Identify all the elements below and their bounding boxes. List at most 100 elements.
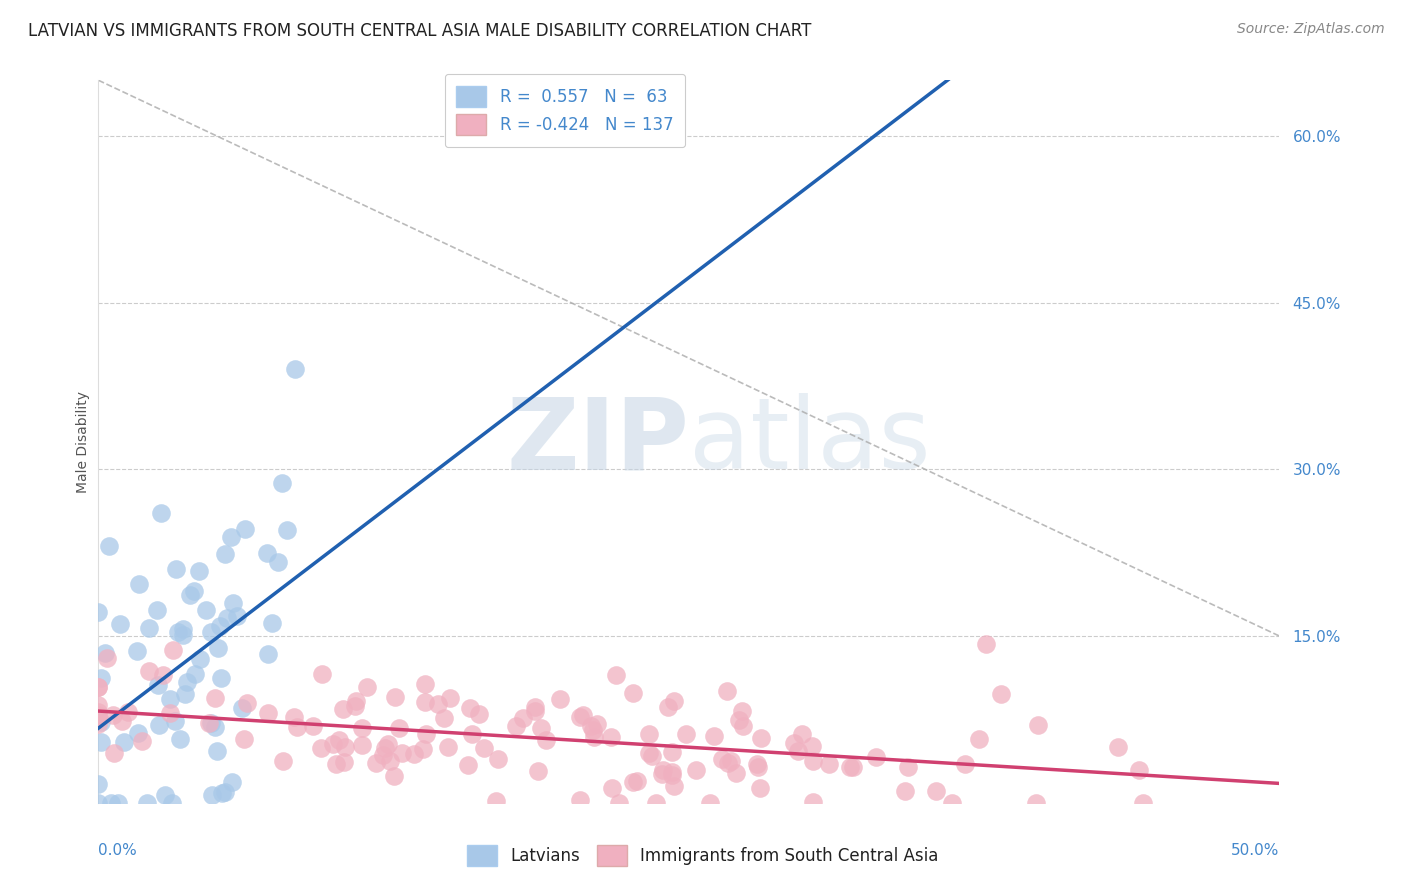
Point: [657, 699, 679, 714]
Point: [730, 704, 752, 718]
Point: [284, 362, 307, 376]
Point: [378, 754, 401, 768]
Point: [374, 740, 396, 755]
Point: [582, 723, 605, 738]
Point: [637, 747, 659, 761]
Point: [505, 719, 527, 733]
Point: [364, 756, 387, 771]
Point: [941, 796, 963, 810]
Text: Source: ZipAtlas.com: Source: ZipAtlas.com: [1237, 22, 1385, 37]
Point: [204, 691, 226, 706]
Point: [172, 628, 194, 642]
Point: [412, 742, 434, 756]
Point: [527, 764, 550, 778]
Point: [439, 690, 461, 705]
Point: [350, 721, 373, 735]
Point: [1026, 718, 1049, 732]
Point: [309, 741, 332, 756]
Point: [747, 760, 769, 774]
Point: [328, 732, 350, 747]
Point: [800, 739, 823, 753]
Point: [1132, 796, 1154, 810]
Point: [787, 744, 810, 758]
Point: [838, 759, 860, 773]
Point: [201, 789, 224, 803]
Point: [703, 729, 725, 743]
Point: [87, 698, 110, 712]
Point: [548, 692, 571, 706]
Point: [87, 680, 110, 694]
Point: [138, 664, 160, 678]
Point: [311, 667, 333, 681]
Point: [146, 603, 169, 617]
Point: [131, 733, 153, 747]
Point: [108, 617, 131, 632]
Point: [188, 651, 211, 665]
Point: [523, 700, 546, 714]
Point: [267, 555, 290, 569]
Point: [894, 784, 917, 798]
Point: [138, 621, 160, 635]
Text: 0.0%: 0.0%: [98, 843, 138, 857]
Point: [302, 719, 325, 733]
Text: LATVIAN VS IMMIGRANTS FROM SOUTH CENTRAL ASIA MALE DISABILITY CORRELATION CHART: LATVIAN VS IMMIGRANTS FROM SOUTH CENTRAL…: [28, 22, 811, 40]
Point: [662, 693, 685, 707]
Point: [98, 540, 121, 554]
Point: [1128, 763, 1150, 777]
Point: [1107, 739, 1129, 754]
Point: [458, 701, 481, 715]
Point: [287, 720, 309, 734]
Point: [644, 796, 666, 810]
Point: [350, 739, 373, 753]
Point: [371, 747, 394, 762]
Point: [749, 731, 772, 746]
Point: [172, 622, 194, 636]
Point: [572, 708, 595, 723]
Point: [270, 475, 292, 490]
Point: [801, 795, 824, 809]
Point: [344, 698, 367, 713]
Point: [579, 719, 602, 733]
Text: atlas: atlas: [689, 393, 931, 490]
Point: [214, 785, 236, 799]
Point: [96, 651, 118, 665]
Point: [256, 647, 278, 661]
Point: [226, 609, 249, 624]
Point: [153, 788, 176, 802]
Point: [467, 706, 489, 721]
Point: [87, 606, 110, 620]
Point: [159, 706, 181, 720]
Point: [661, 764, 683, 779]
Point: [87, 711, 110, 725]
Point: [472, 741, 495, 756]
Point: [260, 616, 283, 631]
Point: [184, 666, 207, 681]
Point: [1025, 796, 1047, 810]
Point: [605, 668, 627, 682]
Point: [283, 710, 305, 724]
Point: [897, 760, 920, 774]
Point: [530, 721, 553, 735]
Point: [221, 775, 243, 789]
Point: [179, 588, 201, 602]
Point: [90, 735, 112, 749]
Point: [200, 716, 222, 731]
Point: [953, 756, 976, 771]
Point: [87, 796, 110, 810]
Point: [413, 677, 436, 691]
Point: [621, 774, 644, 789]
Point: [568, 793, 591, 807]
Point: [222, 596, 245, 610]
Point: [112, 735, 135, 749]
Point: [209, 619, 232, 633]
Point: [325, 756, 347, 771]
Point: [582, 730, 605, 744]
Point: [271, 754, 294, 768]
Point: [600, 780, 623, 795]
Point: [685, 763, 707, 777]
Point: [163, 714, 186, 729]
Point: [111, 714, 134, 728]
Point: [205, 743, 228, 757]
Point: [621, 685, 644, 699]
Point: [377, 737, 399, 751]
